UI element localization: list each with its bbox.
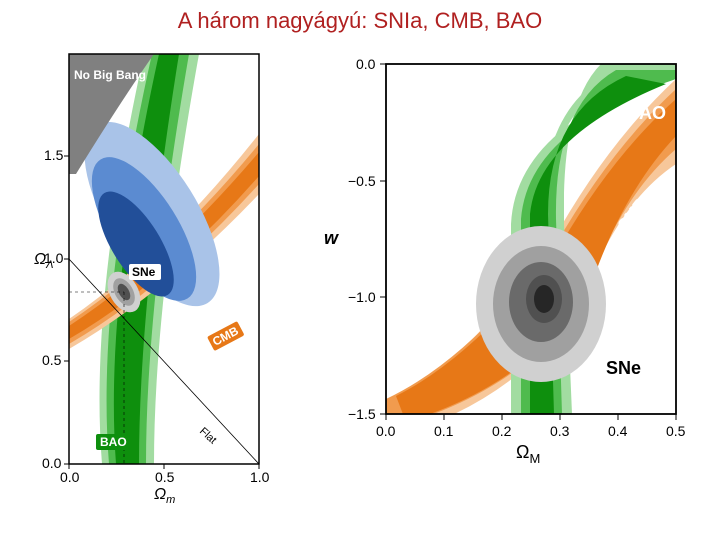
- svg-text:0.0: 0.0: [376, 423, 396, 439]
- svg-text:1.5: 1.5: [44, 147, 64, 163]
- svg-text:0.0: 0.0: [42, 455, 62, 471]
- svg-text:−0.5: −0.5: [348, 173, 376, 189]
- left-sne-label-box: SNe: [129, 264, 161, 280]
- right-chart: BAO CMB SNe 0.0 −0.5 −1.0 −1.5 0.0 0.1 0…: [316, 44, 696, 469]
- right-bao-label: BAO: [626, 103, 666, 123]
- svg-text:BAO: BAO: [100, 435, 127, 449]
- svg-text:0.5: 0.5: [42, 352, 62, 368]
- svg-text:0.2: 0.2: [492, 423, 512, 439]
- svg-text:0.5: 0.5: [666, 423, 686, 439]
- right-chart-svg: BAO CMB SNe 0.0 −0.5 −1.0 −1.5 0.0 0.1 0…: [316, 44, 696, 464]
- charts-container: No Big Bang SNe CMB BAO Flat 0: [0, 44, 720, 509]
- right-x-axis-label: ΩM: [516, 442, 540, 464]
- svg-text:−1.5: −1.5: [348, 406, 376, 422]
- right-y-axis-label: w: [324, 228, 339, 248]
- left-bao-label-box: BAO: [96, 434, 130, 450]
- right-combined-region: [526, 275, 562, 323]
- left-chart-svg: No Big Bang SNe CMB BAO Flat 0: [24, 44, 269, 504]
- svg-text:0.0: 0.0: [60, 469, 80, 485]
- svg-text:1.0: 1.0: [250, 469, 269, 485]
- left-y-ticks: 0.0 0.5 1.0 1.5: [42, 147, 69, 471]
- svg-text:SNe: SNe: [132, 265, 156, 279]
- right-x-ticks: 0.0 0.1 0.2 0.3 0.4 0.5: [376, 414, 686, 439]
- left-chart: No Big Bang SNe CMB BAO Flat 0: [24, 44, 269, 509]
- left-x-axis-label: Ωm: [154, 486, 175, 504]
- svg-text:0.1: 0.1: [434, 423, 454, 439]
- left-nobigbang-label: No Big Bang: [74, 68, 146, 82]
- right-sne-label: SNe: [606, 358, 641, 378]
- left-x-ticks: 0.0 0.5 1.0: [60, 464, 269, 485]
- svg-text:0.0: 0.0: [356, 56, 376, 72]
- page-title: A három nagyágyú: SNIa, CMB, BAO: [0, 0, 720, 34]
- svg-text:0.3: 0.3: [550, 423, 570, 439]
- svg-text:−1.0: −1.0: [348, 289, 376, 305]
- svg-text:0.5: 0.5: [155, 469, 175, 485]
- svg-text:0.4: 0.4: [608, 423, 628, 439]
- right-y-ticks: 0.0 −0.5 −1.0 −1.5: [348, 56, 386, 422]
